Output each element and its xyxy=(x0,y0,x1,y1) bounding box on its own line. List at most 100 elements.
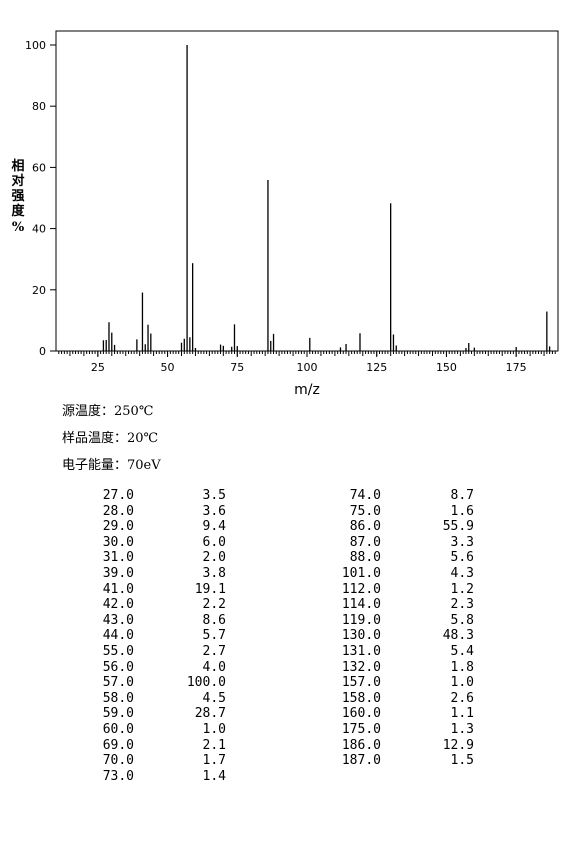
y-axis-ticks: 0 20 40 60 80 100 xyxy=(25,39,56,358)
peak-mz: 60.0 xyxy=(102,721,134,737)
peak-mz: 74.0 xyxy=(349,488,381,503)
peak-mz: 70.0 xyxy=(102,753,134,769)
y-tick-label: 40 xyxy=(32,223,46,236)
peak-mz: 44.0 xyxy=(102,628,134,644)
peak-abundance: 4.5 xyxy=(202,690,226,706)
peak-abundance: 5.6 xyxy=(450,550,474,566)
peak-abundance: 1.4 xyxy=(202,768,226,784)
peak-row: 119.0 5.8 xyxy=(327,613,474,629)
peak-abundance: 12.9 xyxy=(442,737,474,753)
y-tick-label: 80 xyxy=(32,100,46,113)
peak-abundance: 55.9 xyxy=(442,519,474,535)
peak-row: 101.0 4.3 xyxy=(327,566,474,582)
x-minor-ticks xyxy=(58,351,556,356)
peak-row: 160.0 1.1 xyxy=(327,706,474,722)
peak-mz: 39.0 xyxy=(102,565,134,581)
peak-row: 58.0 4.5 xyxy=(80,691,226,707)
peak-mz: 73.0 xyxy=(102,768,134,784)
peak-mz: 28.0 xyxy=(102,503,134,519)
peak-row: 131.0 5.4 xyxy=(327,644,474,660)
peak-row: 39.0 3.8 xyxy=(80,566,226,582)
peak-abundance: 1.7 xyxy=(202,753,226,769)
peak-row: 75.0 1.6 xyxy=(327,504,474,520)
peak-mz: 27.0 xyxy=(102,488,134,503)
peak-mz: 160.0 xyxy=(341,706,381,722)
peak-abundance: 6.0 xyxy=(202,534,226,550)
y-axis-label-char: % xyxy=(12,220,25,235)
peak-abundance: 2.6 xyxy=(450,690,474,706)
peak-mz: 41.0 xyxy=(102,581,134,597)
peak-abundance: 8.7 xyxy=(450,488,474,503)
peak-mz: 69.0 xyxy=(102,737,134,753)
peak-abundance: 2.7 xyxy=(202,643,226,659)
peak-row: 88.0 5.6 xyxy=(327,550,474,566)
peak-mz: 29.0 xyxy=(102,519,134,535)
peak-abundance: 5.4 xyxy=(450,643,474,659)
peak-abundance: 2.2 xyxy=(202,597,226,613)
peak-abundance: 3.5 xyxy=(202,488,226,503)
peak-row: 28.0 3.6 xyxy=(80,504,226,520)
x-tick-label: 100 xyxy=(297,361,318,374)
peak-abundance: 2.3 xyxy=(450,597,474,613)
peak-mz: 58.0 xyxy=(102,690,134,706)
peak-row: 44.0 5.7 xyxy=(80,628,226,644)
peak-row: 86.0 55.9 xyxy=(327,519,474,535)
peak-mz: 88.0 xyxy=(349,550,381,566)
peak-abundance: 5.8 xyxy=(450,612,474,628)
peak-row: 74.0 8.7 xyxy=(327,488,474,504)
peak-row: 112.0 1.2 xyxy=(327,582,474,598)
peak-abundance: 4.3 xyxy=(450,565,474,581)
peak-mz: 30.0 xyxy=(102,534,134,550)
peak-row: 30.0 6.0 xyxy=(80,535,226,551)
x-tick-label: 150 xyxy=(436,361,457,374)
y-axis-label-char: 相 xyxy=(11,158,24,174)
peak-abundance: 1.8 xyxy=(450,659,474,675)
x-tick-label: 75 xyxy=(230,361,244,374)
x-axis-label: m/z xyxy=(294,382,320,398)
peak-row: 73.0 1.4 xyxy=(80,769,226,785)
peak-mz: 86.0 xyxy=(349,519,381,535)
peak-abundance: 1.5 xyxy=(450,753,474,769)
peak-row: 130.0 48.3 xyxy=(327,628,474,644)
peak-mz: 55.0 xyxy=(102,643,134,659)
peak-abundance: 1.0 xyxy=(202,721,226,737)
peak-abundance: 48.3 xyxy=(442,628,474,644)
plot-frame xyxy=(55,30,559,352)
peak-mz: 31.0 xyxy=(102,550,134,566)
peak-mz: 112.0 xyxy=(341,581,381,597)
peak-abundance: 8.6 xyxy=(202,612,226,628)
y-axis-label-char: 对 xyxy=(11,173,24,189)
peak-row: 27.0 3.5 xyxy=(80,488,226,504)
y-tick-label: 20 xyxy=(32,284,46,297)
x-axis-ticks: 25 50 75 100 125 150 175 xyxy=(91,351,527,374)
peak-mz: 75.0 xyxy=(349,503,381,519)
peak-row: 69.0 2.1 xyxy=(80,738,226,754)
peak-row: 55.0 2.7 xyxy=(80,644,226,660)
peak-abundance: 4.0 xyxy=(202,659,226,675)
peak-row: 175.0 1.3 xyxy=(327,722,474,738)
peak-abundance: 3.3 xyxy=(450,534,474,550)
y-axis-label-char: 度 xyxy=(11,203,25,219)
peak-row: 158.0 2.6 xyxy=(327,691,474,707)
peak-mz: 43.0 xyxy=(102,612,134,628)
peak-mz: 101.0 xyxy=(341,565,381,581)
peak-abundance: 1.1 xyxy=(450,706,474,722)
y-tick-label: 0 xyxy=(39,345,46,358)
peak-row: 157.0 1.0 xyxy=(327,675,474,691)
peak-row: 42.0 2.2 xyxy=(80,597,226,613)
peak-row: 29.0 9.4 xyxy=(80,519,226,535)
peak-row: 132.0 1.8 xyxy=(327,660,474,676)
mass-spectrum-chart: 25 50 75 100 125 150 175 0 20 40 60 80 100 m/z 相 对 … xyxy=(11,30,559,398)
peak-mz: 59.0 xyxy=(102,706,134,722)
peak-table-right: 74.0 8.7 75.0 1.6 86.0 55.9 87.0 3.3 88.0 5.6 101.… xyxy=(327,488,474,769)
peak-table-left: 27.0 3.5 28.0 3.6 29.0 9.4 30.0 6.0 31.0 2.0 39.0 3… xyxy=(80,488,226,784)
peak-row: 31.0 2.0 xyxy=(80,550,226,566)
peak-mz: 57.0 xyxy=(102,675,134,691)
peak-row: 187.0 1.5 xyxy=(327,753,474,769)
peak-mz: 186.0 xyxy=(341,737,381,753)
y-axis-label: 相 对 强 度 % xyxy=(11,158,25,235)
y-tick-label: 100 xyxy=(25,39,46,52)
x-tick-label: 25 xyxy=(91,361,105,374)
sample-temperature: 样品温度：20℃ xyxy=(62,431,159,446)
peak-mz: 114.0 xyxy=(341,597,381,613)
